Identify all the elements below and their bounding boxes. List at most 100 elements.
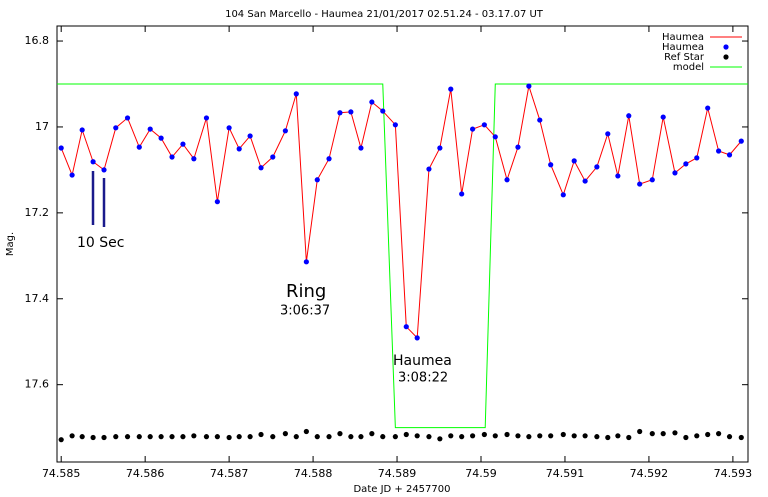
series-point (481, 431, 487, 438)
legend-label: model (673, 62, 704, 73)
series-point (236, 434, 242, 440)
series-point (158, 135, 164, 141)
series-point (69, 172, 75, 178)
series-point (716, 431, 722, 437)
series-point (191, 156, 197, 162)
x-tick-label: 74.59 (465, 467, 497, 480)
series-point (348, 434, 354, 440)
series-point (560, 431, 566, 438)
series-point (705, 105, 711, 111)
series-point (560, 192, 566, 198)
series-point (594, 164, 600, 170)
x-tick-label: 74.592 (630, 467, 669, 480)
series-point (571, 433, 577, 439)
series-point (236, 146, 242, 152)
series-point (203, 115, 210, 121)
series-point (615, 173, 621, 179)
series-point (226, 434, 232, 441)
series-point (637, 428, 643, 435)
series-point (158, 434, 164, 440)
x-tick-label: 74.591 (546, 467, 585, 480)
y-tick-label: 17 (35, 120, 49, 133)
series-line (57, 83, 748, 429)
x-tick-label: 74.587 (210, 467, 249, 480)
series-point (270, 434, 276, 440)
series-point (180, 434, 186, 440)
series-point (226, 125, 232, 131)
legend-label: Ref Star (664, 52, 705, 63)
series-point (303, 428, 309, 435)
series-point (90, 159, 96, 165)
series-point (459, 434, 465, 440)
series-point (293, 91, 299, 97)
series-point (380, 108, 386, 114)
x-axis-label: Date JD + 2457700 (353, 484, 450, 495)
series-point (403, 431, 409, 438)
series-point (437, 436, 443, 442)
series-point (326, 434, 332, 440)
series-point (180, 141, 186, 147)
legend-swatch (723, 44, 729, 50)
series-point (548, 162, 554, 168)
series-point (258, 165, 264, 171)
annotation: 3:06:37 (280, 304, 330, 319)
series-point (124, 115, 131, 121)
series-point (79, 127, 85, 133)
series-point (683, 161, 689, 167)
series-point (303, 259, 309, 265)
series-point (537, 433, 543, 439)
series-line (60, 85, 742, 340)
annotation: Haumea (393, 353, 452, 369)
series-point (649, 177, 655, 183)
series-point (282, 431, 288, 437)
series-point (660, 114, 666, 120)
series-point (358, 434, 364, 440)
annotation: 3:08:22 (398, 371, 448, 386)
series-point (594, 434, 600, 440)
series-point (169, 434, 175, 440)
series-point (314, 434, 320, 440)
series-point (58, 145, 64, 151)
series-point (694, 433, 700, 439)
series-point (392, 122, 398, 128)
series-point (716, 148, 722, 154)
series-point (649, 431, 655, 437)
series-point (113, 125, 119, 131)
series-point (526, 434, 532, 440)
legend-label: Haumea (662, 32, 704, 43)
series-point (448, 433, 454, 439)
x-tick-label: 74.586 (126, 467, 165, 480)
x-tick-label: 74.585 (42, 467, 81, 480)
series-point (672, 430, 678, 436)
series-point (504, 431, 510, 438)
series-point (548, 433, 554, 439)
series-point (258, 431, 264, 438)
series-point (203, 434, 210, 440)
series-point (69, 433, 75, 439)
series-point (214, 434, 220, 440)
series-point (481, 122, 487, 128)
series-point (738, 138, 744, 144)
series-point (571, 158, 577, 164)
x-tick-label: 74.593 (714, 467, 753, 480)
y-tick-label: 17.4 (25, 292, 50, 305)
series-point (672, 170, 678, 176)
series-point (515, 433, 521, 439)
series-point (426, 166, 432, 172)
series-point (470, 126, 476, 132)
series-point (726, 434, 733, 440)
series-point (504, 177, 510, 183)
series-point (626, 113, 632, 119)
series-point (470, 433, 476, 439)
y-axis-label: Mag. (5, 232, 16, 256)
series-point (448, 86, 454, 92)
series-point (147, 434, 153, 440)
chart-title: 104 San Marcello - Haumea 21/01/2017 02.… (225, 9, 544, 20)
series-point (414, 335, 420, 341)
legend-swatch (723, 54, 729, 60)
series-point (705, 431, 711, 438)
y-tick-label: 17.2 (25, 206, 50, 219)
series-point (526, 83, 532, 89)
x-tick-label: 74.589 (378, 467, 417, 480)
